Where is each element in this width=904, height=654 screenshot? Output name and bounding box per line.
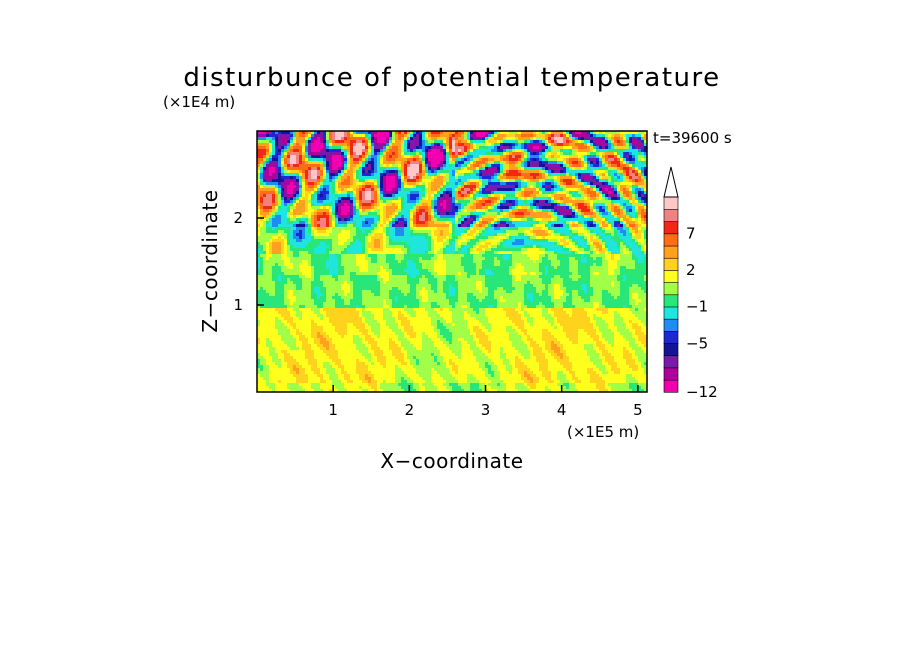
x-axis-label: X−coordinate: [380, 449, 523, 473]
colorbar-swatch: [663, 208, 679, 222]
colorbar-swatch: [663, 379, 679, 393]
colorbar-label: 2: [686, 261, 696, 279]
colorbar-swatch: [663, 318, 679, 332]
colorbar-swatch: [663, 355, 679, 369]
plot-frame: [256, 130, 648, 393]
x-tick-label: 3: [481, 401, 491, 419]
chart-title: disturbunce of potential temperature: [183, 63, 720, 93]
time-label: t=39600 s: [653, 129, 732, 147]
x-axis: 1 2 3 4 5: [328, 385, 643, 419]
colorbar-swatch: [663, 196, 679, 210]
y-tick-label: 1: [233, 296, 243, 314]
colorbar-swatch: [663, 257, 679, 271]
x-unit-label: (×1E5 m): [567, 423, 639, 441]
colorbar-swatch: [663, 221, 679, 235]
colorbar-swatch: [663, 330, 679, 344]
x-tick-label: 2: [405, 401, 415, 419]
colorbar-swatch: [663, 306, 679, 320]
x-tick-label: 1: [328, 401, 338, 419]
y-axis: 12: [233, 209, 264, 314]
colorbar-swatch: [663, 245, 679, 259]
colorbar: −12−5−127: [663, 166, 718, 401]
colorbar-swatch: [663, 269, 679, 283]
plot-field: [257, 131, 647, 392]
y-tick-label: 2: [233, 209, 243, 227]
colorbar-label: −1: [686, 298, 708, 316]
x-tick-label: 5: [633, 401, 643, 419]
x-tick-label: 4: [557, 401, 567, 419]
colorbar-label: −12: [686, 383, 718, 401]
colorbar-swatch: [663, 294, 679, 308]
colorbar-extend-arrow: [663, 166, 679, 198]
y-axis-label: Z−coordinate: [198, 189, 222, 332]
colorbar-swatch: [663, 233, 679, 247]
colorbar-swatch: [663, 282, 679, 296]
colorbar-label: 7: [686, 225, 696, 243]
y-unit-label: (×1E4 m): [163, 93, 235, 111]
colorbar-swatch: [663, 342, 679, 357]
colorbar-label: −5: [686, 334, 708, 352]
colorbar-swatch: [663, 367, 679, 381]
